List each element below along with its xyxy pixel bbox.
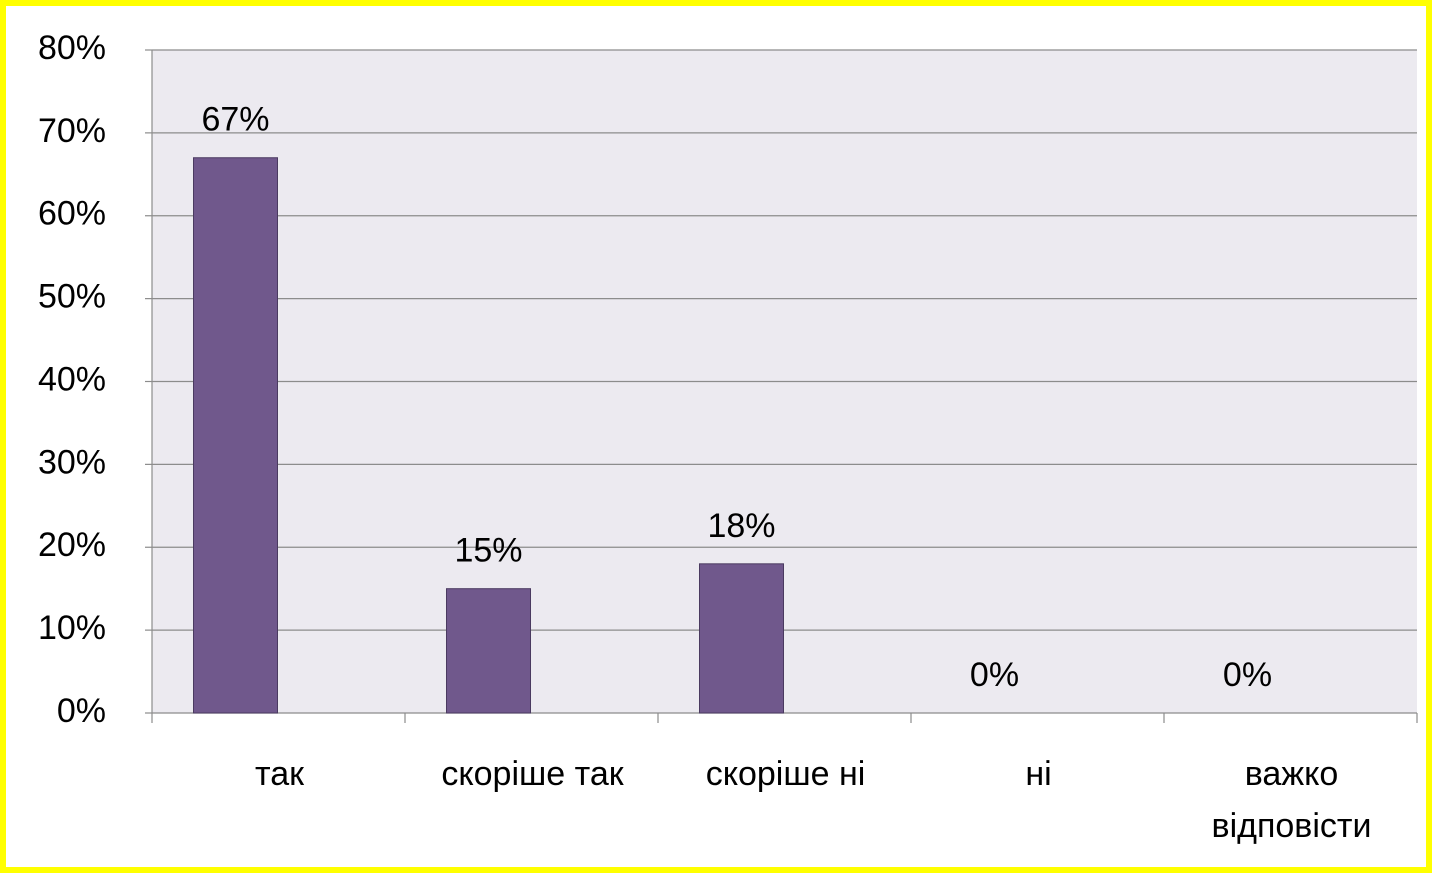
bar (446, 588, 531, 714)
y-tick-label: 20% (38, 526, 106, 564)
data-label: 18% (707, 507, 775, 545)
data-label: 15% (454, 532, 522, 570)
data-label: 0% (970, 656, 1019, 694)
y-tick-label: 30% (38, 443, 106, 481)
y-tick-label: 60% (38, 195, 106, 233)
y-tick-label: 40% (38, 360, 106, 398)
bar (193, 157, 278, 714)
bar (699, 563, 784, 714)
y-tick-label: 50% (38, 278, 106, 316)
y-tick-label: 10% (38, 609, 106, 647)
y-tick-label: 0% (57, 692, 106, 730)
data-label: 0% (1223, 656, 1272, 694)
x-tick-label: так (255, 755, 304, 793)
x-tick-label: скоріше ні (705, 755, 866, 793)
y-tick-label: 70% (38, 112, 106, 150)
x-tick-label: ні (1025, 755, 1052, 793)
chart: 0% 10% 20% 30% 40% 50% 60% 70% 80% 67% 15% 18% 0% 0% (38, 29, 1418, 730)
y-tick-label: 80% (38, 29, 106, 67)
x-tick-label: скоріше так (441, 755, 624, 793)
x-tick-label: важко відповісти (1211, 755, 1372, 845)
data-label: 67% (201, 101, 269, 139)
